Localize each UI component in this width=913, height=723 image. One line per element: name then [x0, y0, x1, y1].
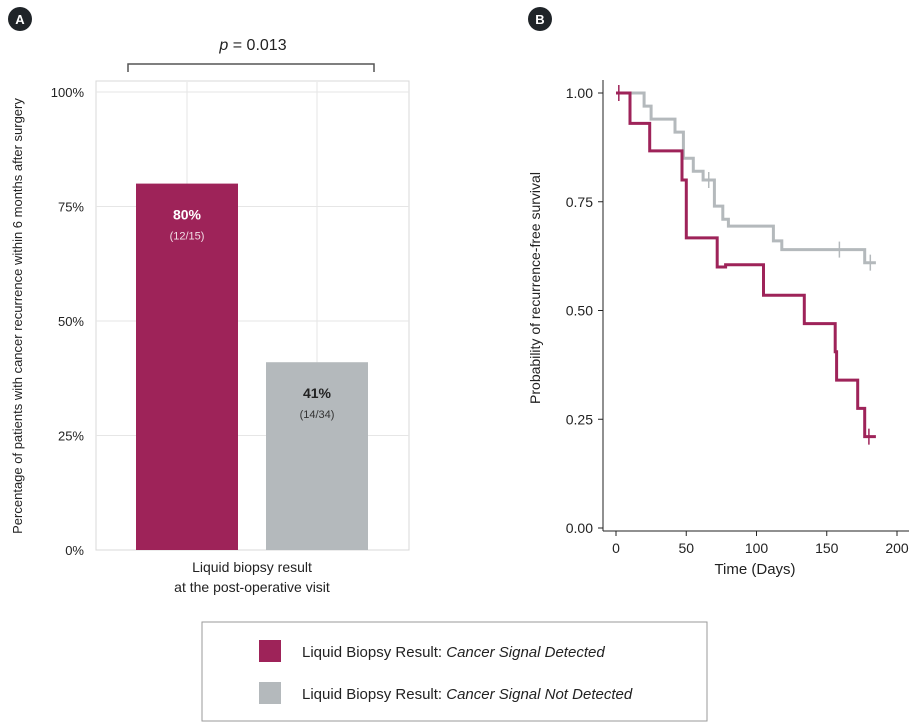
- y-tick-label: 0.50: [566, 303, 593, 319]
- y-tick-label: 75%: [58, 200, 84, 215]
- y-tick-label: 0.25: [566, 411, 593, 427]
- bar-chart-panel: 80% (12/15) 41% (14/34) 0% 25% 50% 75% 100% p =…: [10, 37, 410, 595]
- x-tick-label: 50: [678, 540, 694, 556]
- y-tick-label: 50%: [58, 314, 84, 329]
- axis-ticks: 0 50 100 150 200 0.00 0.25 0.50 0.75 1.00: [566, 85, 909, 556]
- bar: [266, 362, 368, 550]
- legend-box: [201, 621, 708, 722]
- y-tick-label: 0.75: [566, 194, 593, 210]
- legend-italic: Cancer Signal Not Detected: [446, 686, 633, 703]
- panel-b-badge: B: [528, 7, 552, 31]
- y-tick-label: 25%: [58, 429, 84, 444]
- legend: Liquid Biopsy Result: Cancer Signal Dete…: [201, 621, 708, 722]
- y-tick-label: 1.00: [566, 85, 593, 101]
- p-value-annotation: p = 0.013: [218, 37, 286, 54]
- x-tick-label: 0: [612, 540, 620, 556]
- y-tick-label: 0.00: [566, 520, 593, 536]
- x-axis-title: Time (Days): [714, 561, 795, 578]
- bar-value-label: 80%: [173, 207, 202, 223]
- legend-swatch-not-detected: [259, 682, 281, 704]
- significance-bracket: [127, 63, 375, 72]
- p-value: = 0.013: [228, 37, 286, 54]
- y-tick-labels: 0% 25% 50% 75% 100%: [51, 85, 85, 558]
- x-axis-title-line1: Liquid biopsy result: [192, 559, 312, 575]
- legend-prefix: Liquid Biopsy Result:: [302, 644, 446, 661]
- bars: 80% (12/15) 41% (14/34): [136, 183, 368, 550]
- legend-prefix: Liquid Biopsy Result:: [302, 686, 446, 703]
- bar-value-label: 41%: [303, 385, 332, 401]
- p-symbol: p: [218, 37, 228, 54]
- legend-italic: Cancer Signal Detected: [446, 644, 605, 661]
- panel-a-label: A: [15, 12, 25, 27]
- survival-curve: [616, 91, 876, 265]
- bar-count-label: (14/34): [300, 409, 335, 421]
- panel-a-badge: A: [8, 7, 32, 31]
- bar-count-label: (12/15): [170, 231, 205, 243]
- x-tick-label: 200: [885, 540, 909, 556]
- x-tick-label: 150: [815, 540, 839, 556]
- y-axis-title: Percentage of patients with cancer recur…: [10, 98, 25, 534]
- y-axis-title: Probability of recurrence-free survival: [527, 172, 543, 404]
- y-tick-label: 100%: [51, 85, 85, 100]
- legend-label-detected: Liquid Biopsy Result: Cancer Signal Dete…: [302, 644, 605, 661]
- panel-b-label: B: [535, 12, 544, 27]
- plot-frame: [95, 80, 410, 551]
- bar: [136, 183, 238, 550]
- x-tick-label: 100: [745, 540, 769, 556]
- survival-chart-panel: 0 50 100 150 200 0.00 0.25 0.50 0.75 1.00 Probabi…: [527, 80, 909, 578]
- y-tick-label: 0%: [65, 543, 84, 558]
- survival-curve: [616, 91, 876, 439]
- legend-label-not-detected: Liquid Biopsy Result: Cancer Signal Not …: [302, 686, 633, 703]
- survival-curves: [616, 85, 876, 445]
- legend-swatch-detected: [259, 640, 281, 662]
- x-axis-title-line2: at the post-operative visit: [174, 579, 330, 595]
